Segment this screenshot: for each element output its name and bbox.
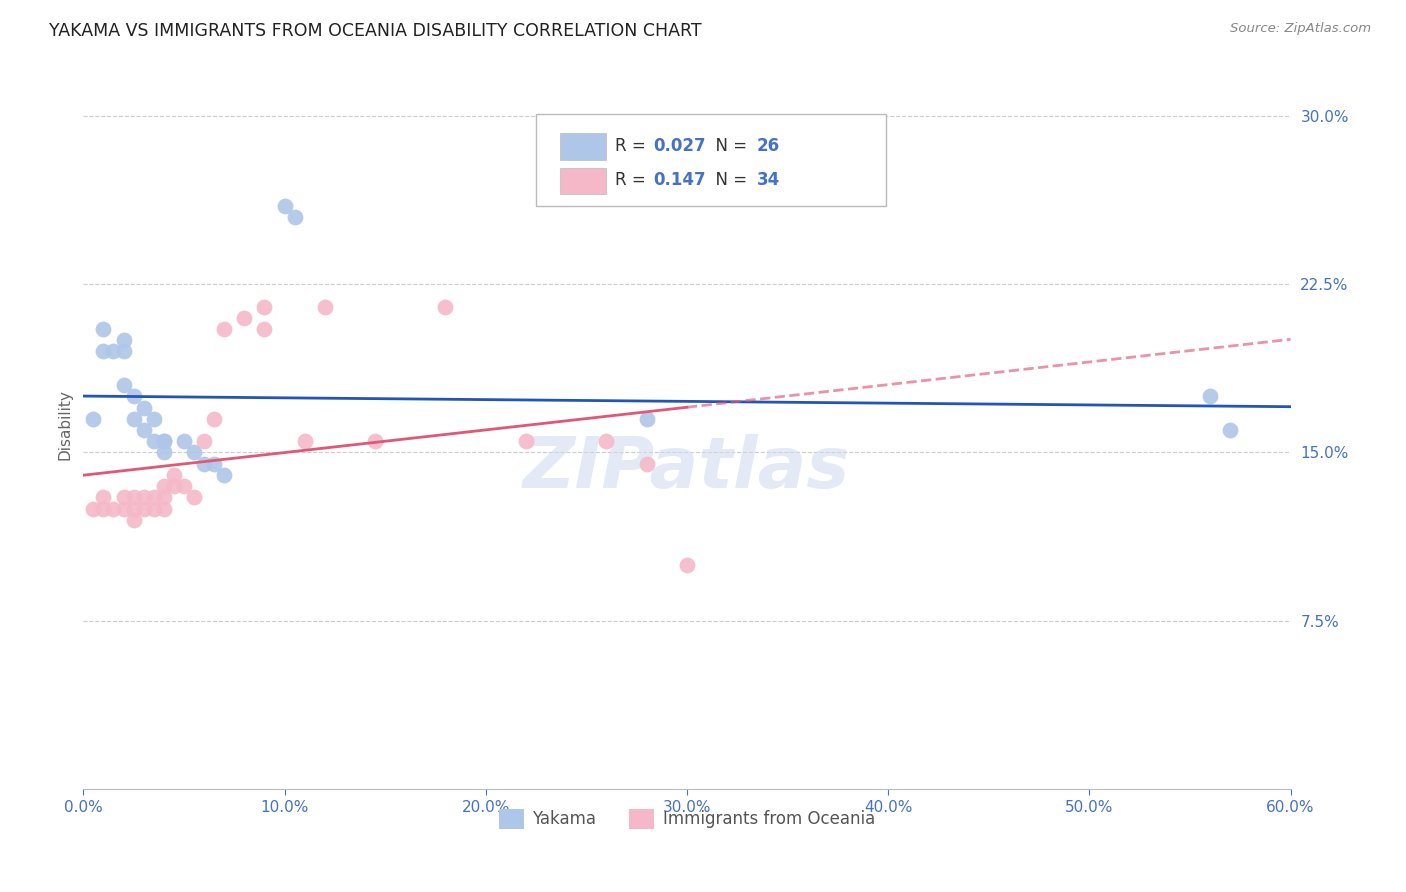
Point <box>173 479 195 493</box>
Point <box>93 491 115 505</box>
Point <box>112 491 135 505</box>
Point <box>132 491 155 505</box>
Point <box>163 467 186 482</box>
Point <box>434 300 457 314</box>
Point <box>142 501 165 516</box>
Point <box>142 412 165 426</box>
Point <box>132 423 155 437</box>
Point <box>183 445 205 459</box>
Point <box>122 412 145 426</box>
Point <box>112 501 135 516</box>
Point <box>1199 389 1222 403</box>
Point <box>152 434 174 449</box>
Point <box>202 412 225 426</box>
Point <box>202 457 225 471</box>
Point <box>1219 423 1241 437</box>
Text: R =: R = <box>614 171 655 189</box>
Point <box>212 467 235 482</box>
Point <box>163 479 186 493</box>
Point <box>364 434 387 449</box>
Point <box>152 445 174 459</box>
Point <box>152 491 174 505</box>
Point <box>132 401 155 415</box>
Point <box>183 491 205 505</box>
Point <box>152 479 174 493</box>
Point <box>122 501 145 516</box>
Point <box>193 457 215 471</box>
FancyBboxPatch shape <box>560 168 606 194</box>
FancyBboxPatch shape <box>536 114 886 205</box>
Point <box>122 491 145 505</box>
Point <box>93 501 115 516</box>
Point <box>284 210 307 224</box>
Point <box>103 501 125 516</box>
Point <box>112 344 135 359</box>
Point <box>314 300 336 314</box>
Point <box>103 344 125 359</box>
Point <box>515 434 537 449</box>
Point <box>93 344 115 359</box>
Point <box>173 434 195 449</box>
Text: R =: R = <box>614 136 651 154</box>
Point <box>142 491 165 505</box>
Point <box>212 322 235 336</box>
Point <box>112 378 135 392</box>
Point <box>122 389 145 403</box>
Text: ZIPatlas: ZIPatlas <box>523 434 851 503</box>
Point <box>636 412 658 426</box>
Text: Source: ZipAtlas.com: Source: ZipAtlas.com <box>1230 22 1371 36</box>
Point <box>142 434 165 449</box>
Legend: Yakama, Immigrants from Oceania: Yakama, Immigrants from Oceania <box>492 802 882 836</box>
Point <box>273 198 295 212</box>
Text: YAKAMA VS IMMIGRANTS FROM OCEANIA DISABILITY CORRELATION CHART: YAKAMA VS IMMIGRANTS FROM OCEANIA DISABI… <box>49 22 702 40</box>
Text: N =: N = <box>704 136 752 154</box>
Point <box>636 457 658 471</box>
Point <box>152 434 174 449</box>
Point <box>253 322 276 336</box>
Text: 0.147: 0.147 <box>654 171 706 189</box>
Text: 26: 26 <box>756 136 780 154</box>
Point <box>253 300 276 314</box>
Text: 34: 34 <box>756 171 780 189</box>
Point <box>233 310 256 325</box>
Point <box>132 501 155 516</box>
Text: N =: N = <box>704 171 752 189</box>
Point <box>93 322 115 336</box>
Point <box>82 412 104 426</box>
Text: 0.027: 0.027 <box>654 136 706 154</box>
Point <box>294 434 316 449</box>
Point <box>82 501 104 516</box>
FancyBboxPatch shape <box>560 133 606 160</box>
Point <box>193 434 215 449</box>
Y-axis label: Disability: Disability <box>58 389 72 460</box>
Point <box>676 558 699 572</box>
Point <box>152 501 174 516</box>
Point <box>122 513 145 527</box>
Point <box>595 434 617 449</box>
Point <box>112 333 135 347</box>
